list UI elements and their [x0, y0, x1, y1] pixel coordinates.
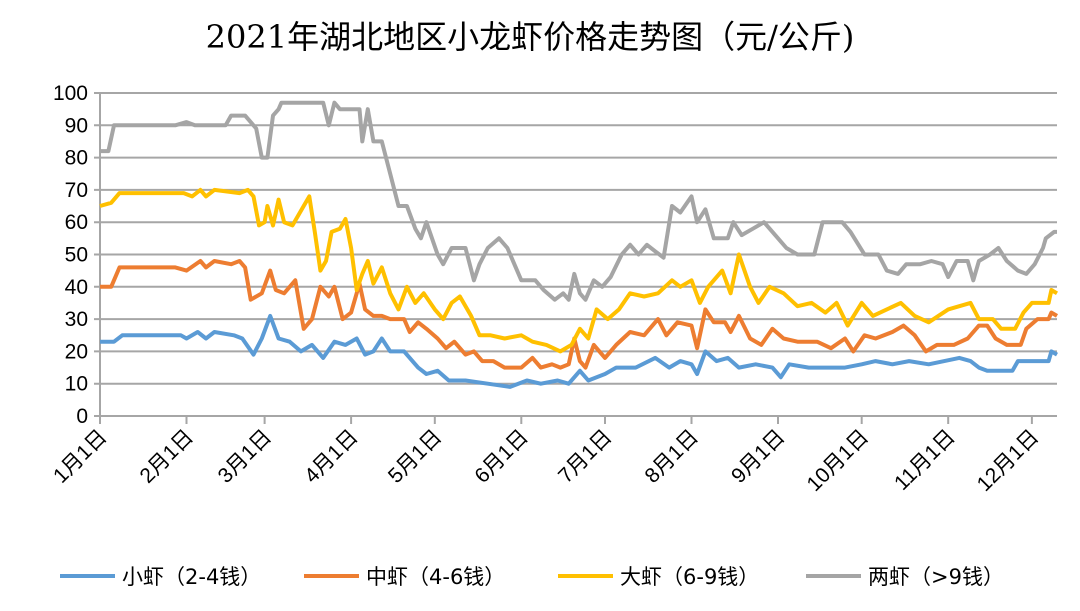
- y-axis-ticks: 0 10 20 30 40 50 60 70 80 90 100: [53, 82, 88, 428]
- x-tick-label: 7月1日: [554, 425, 616, 487]
- x-tick-label: 10月1日: [802, 425, 873, 496]
- legend-item: 小虾（2-4钱）: [60, 565, 261, 589]
- x-axis-ticks: 1月1日 2月1日 3月1日 4月1日 5月1日 6月1日 7月1日 8月1日 9月1日 10月1…: [49, 416, 1043, 496]
- x-tick-label: 12月1日: [973, 425, 1044, 496]
- y-tick-label: 70: [65, 179, 88, 202]
- y-tick-label: 0: [76, 405, 88, 428]
- series-line-3: [100, 100, 1057, 302]
- y-tick-label: 40: [65, 276, 88, 299]
- y-tick-label: 50: [65, 244, 88, 267]
- x-tick-label: 9月1日: [727, 425, 789, 487]
- series-line-1: [100, 259, 1059, 370]
- series-line-0: [100, 313, 1058, 389]
- y-tick-label: 10: [65, 373, 88, 396]
- y-tick-label: 80: [65, 147, 88, 170]
- x-tick-label: 8月1日: [641, 425, 703, 487]
- x-tick-label: 2月1日: [136, 425, 198, 487]
- y-tick-label: 90: [65, 114, 88, 137]
- y-tick-label: 60: [65, 211, 88, 234]
- legend-label: 大虾（6-9钱）: [620, 565, 759, 589]
- x-tick-label: 6月1日: [470, 425, 532, 487]
- y-tick-label: 30: [65, 308, 88, 331]
- x-tick-label: 4月1日: [300, 425, 362, 487]
- legend-label: 小虾（2-4钱）: [122, 565, 261, 589]
- x-tick-label: 1月1日: [49, 425, 111, 487]
- x-tick-label: 3月1日: [214, 425, 276, 487]
- legend-item: 中虾（4-6钱）: [304, 565, 505, 589]
- legend-item: 大虾（6-9钱）: [558, 565, 759, 589]
- x-tick-label: 11月1日: [890, 425, 960, 495]
- series-lines: [99, 100, 1059, 389]
- y-tick-label: 100: [53, 82, 88, 105]
- series-line-2: [99, 187, 1059, 354]
- chart-title: 2021年湖北地区小龙虾价格走势图（元/公斤): [206, 18, 855, 56]
- legend-label: 中虾（4-6钱）: [366, 565, 505, 589]
- axes: [94, 93, 1057, 422]
- legend-item: 两虾（>9钱）: [806, 565, 1004, 589]
- x-tick-label: 5月1日: [384, 425, 446, 487]
- y-tick-label: 20: [65, 340, 88, 363]
- legend: 小虾（2-4钱） 中虾（4-6钱） 大虾（6-9钱） 两虾（>9钱）: [60, 565, 1004, 589]
- legend-label: 两虾（>9钱）: [868, 565, 1004, 589]
